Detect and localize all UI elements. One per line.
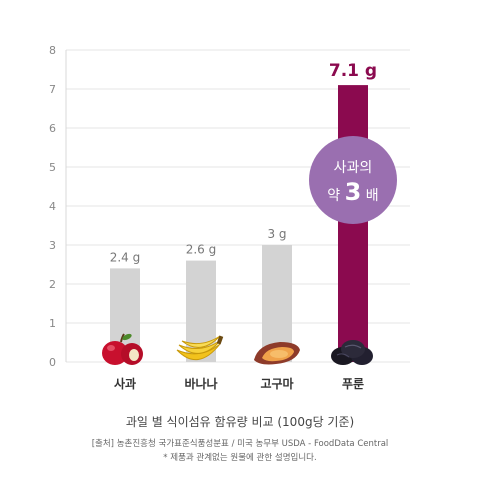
- badge-number: 3: [345, 178, 362, 206]
- sweet-potato-icon: [254, 342, 300, 365]
- fiber-bar-chart: 0 1 2 3 4 5 6 7 8 2.4 g 사과 2.6 g 바나나 3 g 고구마 7.1 g 푸룬 사과…: [49, 44, 410, 391]
- value-label-2: 2.6 g: [186, 243, 217, 257]
- y-tick-label: 1: [49, 317, 56, 330]
- apple-icon: [102, 333, 143, 365]
- prune-icon: [331, 340, 373, 365]
- category-label-3: 고구마: [260, 376, 293, 391]
- chart-caption-note: * 제품과 관계없는 원물에 관한 설명입니다.: [163, 453, 317, 463]
- y-tick-label: 4: [49, 200, 56, 213]
- category-label-4: 푸룬: [342, 376, 364, 391]
- banana-icon: [176, 335, 224, 360]
- chart-caption-title: 과일 별 식이섬유 함유량 비교 (100g당 기준): [125, 415, 355, 429]
- bars: [110, 85, 368, 362]
- y-tick-label: 6: [49, 122, 56, 135]
- value-label-4: 7.1 g: [329, 61, 377, 81]
- y-tick-label: 8: [49, 44, 56, 57]
- y-tick-label: 2: [49, 278, 56, 291]
- category-label-1: 사과: [114, 376, 136, 391]
- y-tick-label: 7: [49, 83, 56, 96]
- badge-suffix: 배: [361, 188, 378, 204]
- badge-line1: 사과의: [334, 160, 373, 176]
- labels: 0 1 2 3 4 5 6 7 8 2.4 g 사과 2.6 g 바나나 3 g 고구마 7.1 g 푸룬: [49, 44, 377, 391]
- y-tick-label: 5: [49, 161, 56, 174]
- value-label-1: 2.4 g: [110, 250, 141, 264]
- category-label-2: 바나나: [184, 376, 217, 391]
- fruit-icons: [102, 333, 373, 365]
- value-label-3: 3 g: [267, 227, 286, 241]
- badge-circle: [309, 136, 397, 224]
- y-tick-label: 3: [49, 239, 56, 252]
- y-tick-label: 0: [49, 356, 56, 369]
- chart-caption-source: [출처] 농촌진흥청 국가표준식품성분표 / 미국 농무부 USDA - Foo…: [91, 439, 389, 449]
- badge-line2: 약 3 배: [327, 178, 378, 206]
- badge-prefix: 약: [327, 188, 344, 204]
